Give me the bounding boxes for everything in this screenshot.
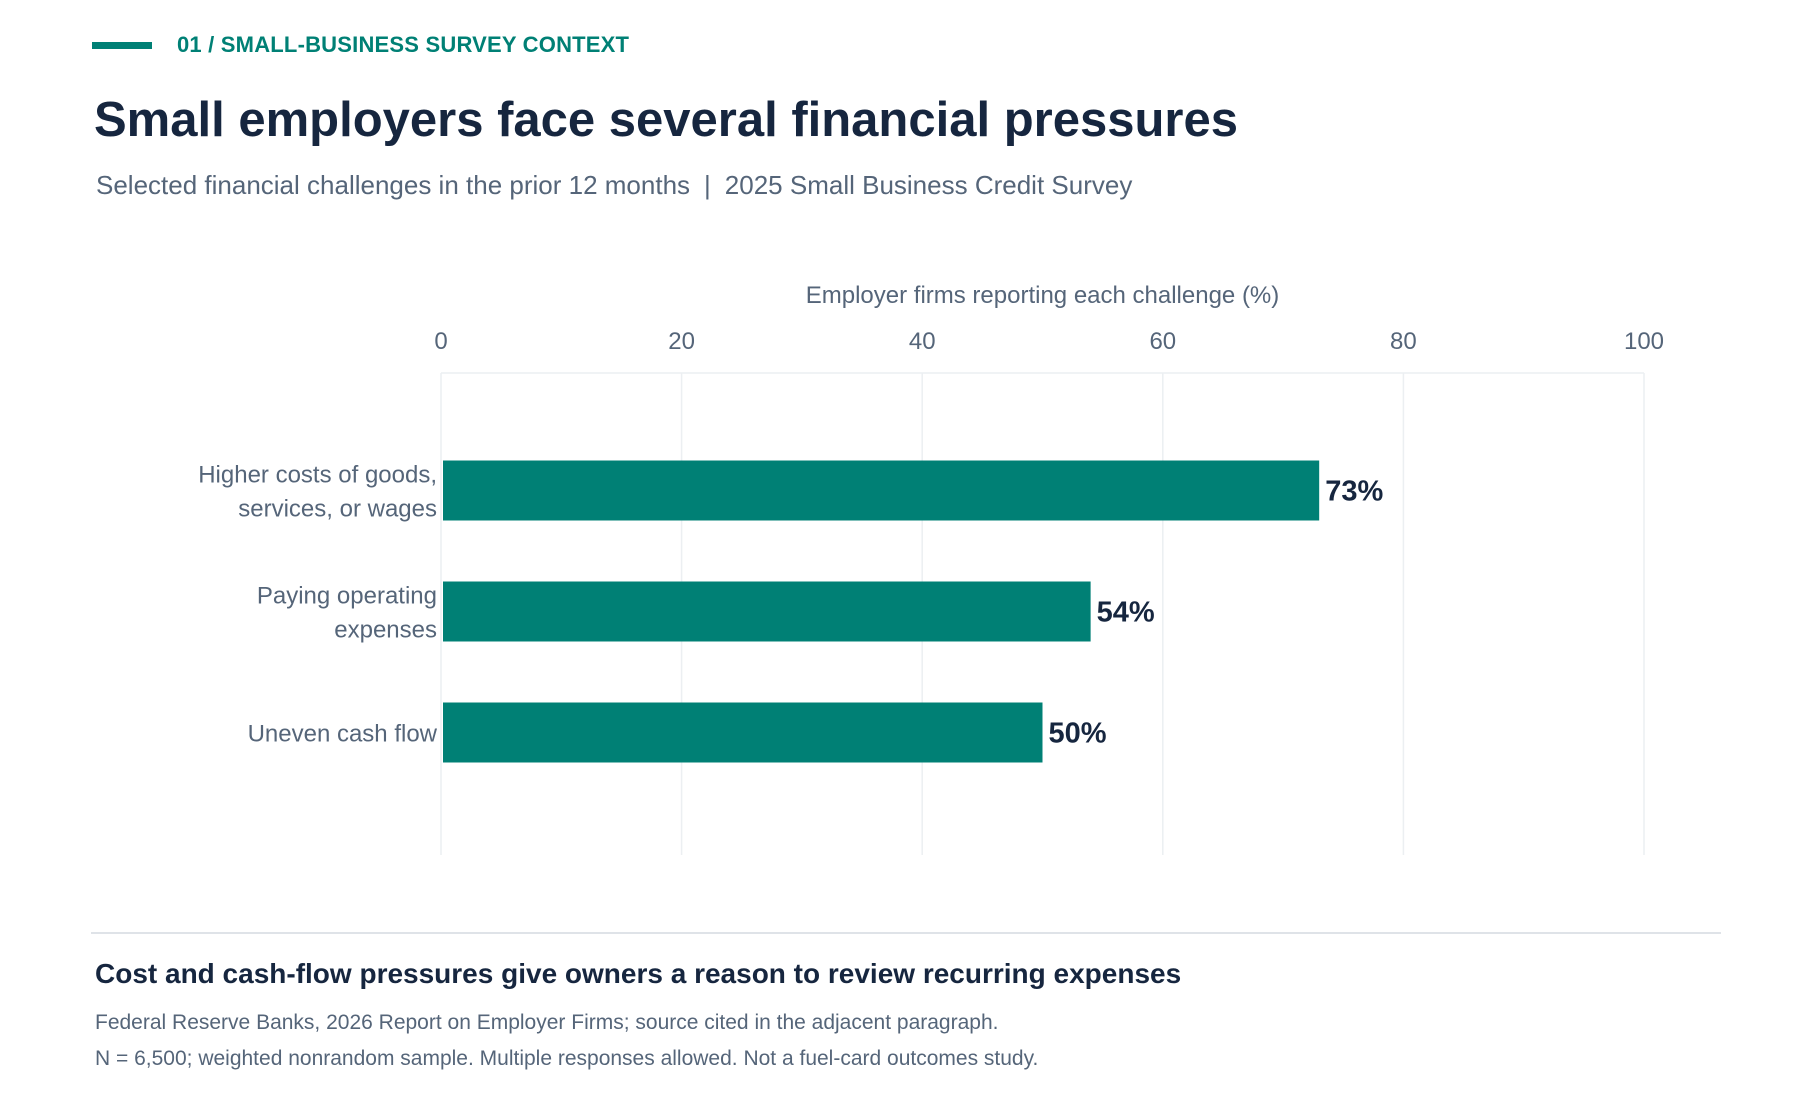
- x-tick-label-80: 80: [1390, 328, 1417, 355]
- bar-2: [443, 581, 1091, 642]
- footer-divider: [91, 932, 1721, 934]
- sample-note: N = 6,500; weighted nonrandom sample. Mu…: [95, 1047, 1039, 1070]
- subtitle-source: 2025 Small Business Credit Survey: [724, 170, 1133, 200]
- x-tick-label-100: 100: [1624, 328, 1664, 355]
- kicker-text: 01 / SMALL-BUSINESS SURVEY CONTEXT: [177, 32, 630, 57]
- category-label-3-line-1: Uneven cash flow: [248, 721, 438, 748]
- subtitle-description: Selected financial challenges in the pri…: [96, 170, 691, 200]
- x-axis-label: Employer firms reporting each challenge …: [806, 282, 1280, 309]
- kicker-accent-bar: [92, 41, 152, 49]
- bar-1: [443, 460, 1320, 521]
- value-label-3: 50%: [1049, 718, 1107, 750]
- subtitle-separator: |: [704, 170, 711, 200]
- x-tick-label-60: 60: [1149, 328, 1176, 355]
- category-label-2-line-2: expenses: [334, 617, 437, 644]
- bar-chart: Employer firms reporting each challenge …: [198, 282, 1664, 855]
- chart-takeaway: Cost and cash-flow pressures give owners…: [95, 958, 1182, 989]
- category-label-1-line-2: services, or wages: [238, 496, 437, 523]
- x-tick-label-20: 20: [668, 328, 695, 355]
- section-kicker: 01 / SMALL-BUSINESS SURVEY CONTEXT: [92, 28, 629, 62]
- value-label-1: 73%: [1325, 476, 1383, 508]
- category-label-1-line-1: Higher costs of goods,: [198, 462, 437, 489]
- page-subtitle: Selected financial challenges in the pri…: [96, 170, 1132, 201]
- source-note: Federal Reserve Banks, 2026 Report on Em…: [95, 1011, 999, 1034]
- category-label-2-line-1: Paying operating: [257, 583, 437, 610]
- x-tick-label-40: 40: [909, 328, 936, 355]
- value-label-2: 54%: [1097, 597, 1155, 629]
- bar-3: [443, 702, 1043, 763]
- x-tick-label-0: 0: [434, 328, 447, 355]
- page-title: Small employers face several financial p…: [94, 93, 1238, 147]
